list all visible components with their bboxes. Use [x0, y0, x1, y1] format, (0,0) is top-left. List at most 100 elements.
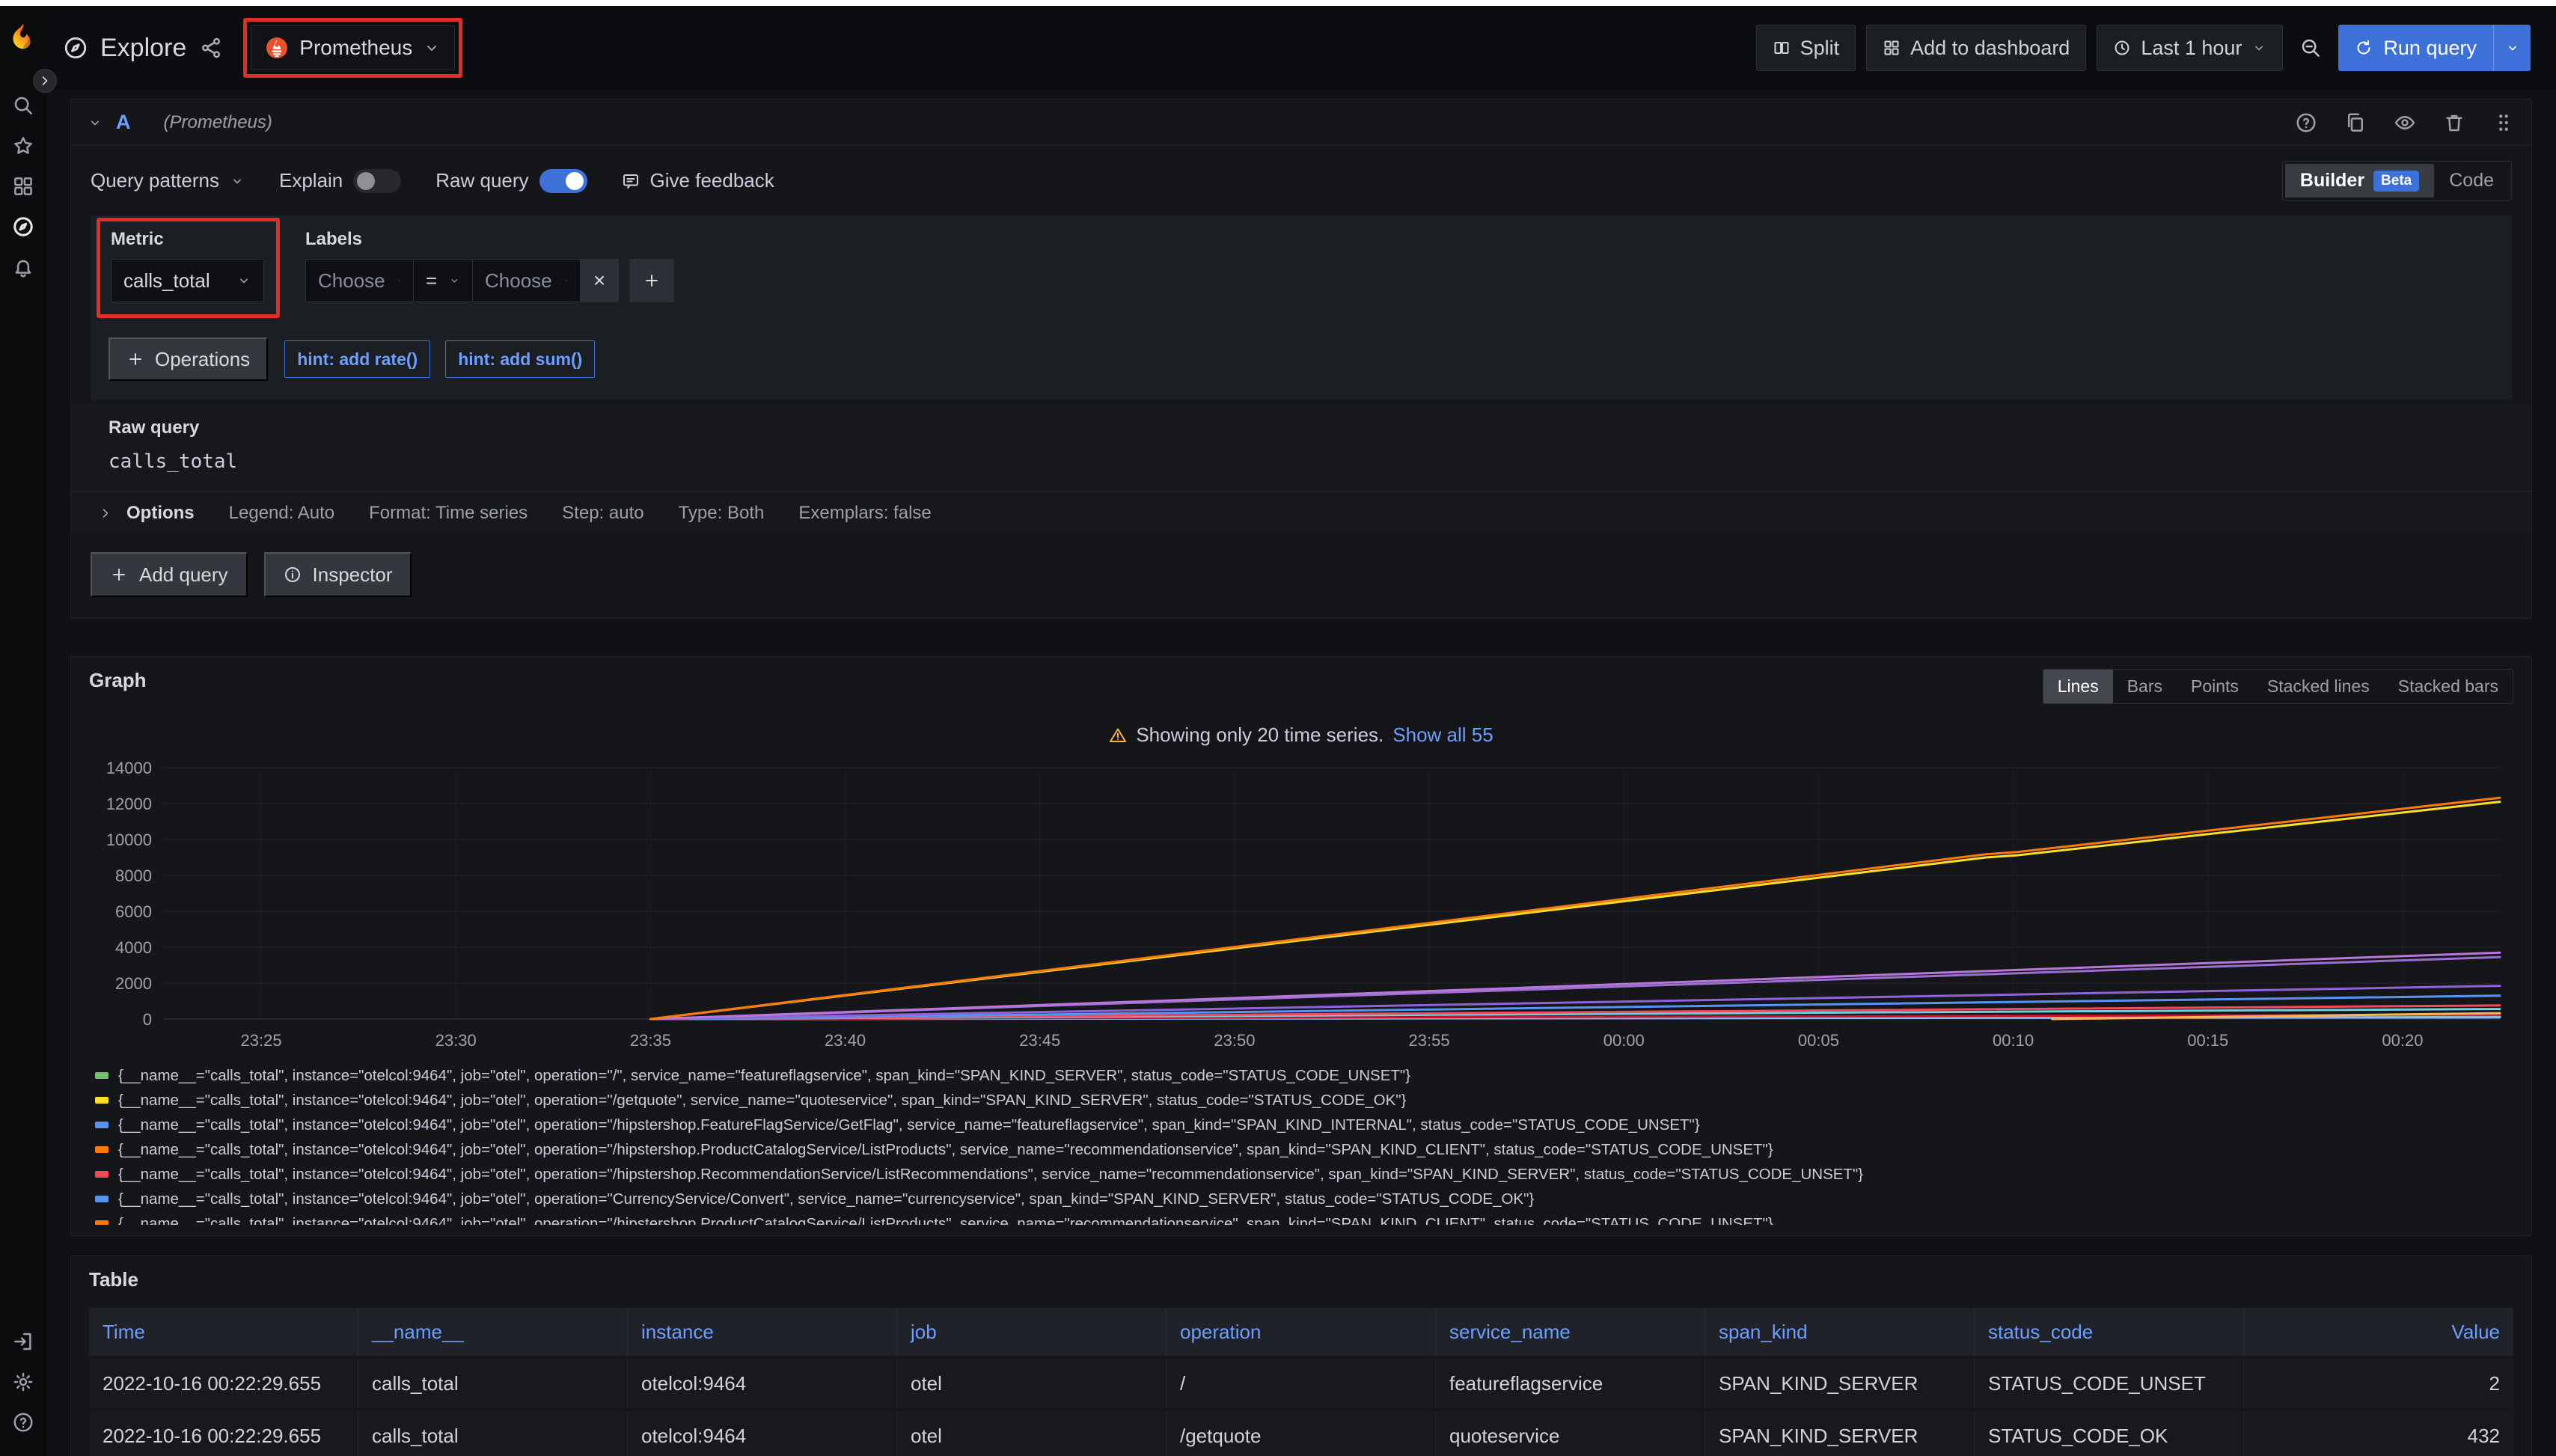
table-panel-title: Table	[89, 1268, 138, 1291]
dashboards-icon[interactable]	[0, 166, 46, 207]
label-value-select[interactable]: Choose	[472, 259, 581, 302]
column-header-operation[interactable]: operation	[1167, 1308, 1436, 1356]
option-summary-item: Format: Time series	[369, 502, 528, 523]
settings-gear-icon[interactable]	[0, 1362, 46, 1402]
time-series-chart[interactable]: 0 2000 4000 6000 8000 10000 12000 14000 23:25 23:…	[89, 757, 2513, 1060]
table-row[interactable]: 2022-10-16 00:22:29.655 calls_total otelco…	[89, 1359, 2513, 1408]
graph-mode-lines[interactable]: Lines	[2043, 670, 2113, 703]
close-icon: ×	[593, 269, 606, 292]
column-header-spankind[interactable]: span_kind	[1705, 1308, 1975, 1356]
column-header-servicename[interactable]: service_name	[1436, 1308, 1705, 1356]
run-query-button[interactable]: Run query	[2338, 25, 2531, 71]
svg-text:8000: 8000	[115, 866, 152, 885]
datasource-picker[interactable]: Prometheus	[251, 25, 456, 70]
query-editor-card: A (Prometheus) Query patterns	[70, 99, 2532, 619]
share-icon[interactable]	[200, 37, 222, 59]
remove-query-trash-icon[interactable]	[2443, 111, 2465, 134]
svg-text:23:50: 23:50	[1214, 1031, 1255, 1050]
metric-label: Metric	[111, 229, 164, 249]
column-header-name[interactable]: __name__	[358, 1308, 628, 1356]
table-cell: SPAN_KIND_SERVER	[1705, 1411, 1975, 1456]
alerting-bell-icon[interactable]	[0, 247, 46, 287]
label-name-select[interactable]: Choose	[305, 259, 414, 302]
add-to-dashboard-button[interactable]: Add to dashboard	[1866, 25, 2087, 71]
graph-style-switcher: Lines Bars Points Stacked lines Stacked bars	[2042, 669, 2513, 704]
graph-mode-bars[interactable]: Bars	[2127, 676, 2162, 696]
query-ref-id: A	[116, 111, 131, 133]
legend-item[interactable]: {__name__="calls_total", instance="otelc…	[95, 1137, 2513, 1162]
table-cell: featureflagservice	[1436, 1359, 1705, 1408]
code-mode-tab[interactable]: Code	[2449, 170, 2494, 191]
table-row[interactable]: 2022-10-16 00:22:29.655 calls_total otelco…	[89, 1411, 2513, 1456]
label-operator-select[interactable]: =	[413, 259, 473, 302]
query-row-header[interactable]: A (Prometheus)	[71, 100, 2531, 146]
legend-item-clipped[interactable]: {__name__="calls_total", instance="otelc…	[95, 1211, 2513, 1225]
legend-series-label: {__name__="calls_total", instance="otelc…	[118, 1066, 1411, 1084]
column-header-instance[interactable]: instance	[628, 1308, 897, 1356]
help-icon[interactable]	[0, 1402, 46, 1443]
table-cell: calls_total	[358, 1359, 628, 1408]
legend-series-label: {__name__="calls_total", instance="otelc…	[118, 1116, 1700, 1134]
svg-text:14000: 14000	[106, 759, 152, 777]
search-icon[interactable]	[0, 85, 46, 126]
split-button[interactable]: Split	[1755, 25, 1856, 71]
graph-mode-stacked-lines[interactable]: Stacked lines	[2266, 676, 2370, 696]
graph-mode-points[interactable]: Points	[2191, 676, 2239, 696]
info-circle-icon	[284, 567, 300, 582]
svg-text:23:30: 23:30	[435, 1031, 477, 1050]
browser-edge	[0, 0, 2556, 6]
legend-item[interactable]: {__name__="calls_total", instance="otelc…	[95, 1187, 2513, 1211]
starred-icon[interactable]	[0, 126, 46, 166]
table-cell: 2022-10-16 00:22:29.655	[89, 1411, 358, 1456]
plus-icon	[113, 569, 125, 581]
query-hint-button[interactable]: hint: add sum()	[445, 340, 596, 378]
show-all-series-link[interactable]: Show all 55	[1392, 724, 1493, 746]
explore-title: Explore	[63, 34, 186, 63]
svg-text:2000: 2000	[115, 974, 152, 993]
run-query-options-caret[interactable]	[2493, 25, 2531, 71]
legend-item[interactable]: {__name__="calls_total", instance="otelc…	[95, 1162, 2513, 1187]
remove-label-filter-button[interactable]: ×	[580, 259, 619, 302]
editor-mode-switcher: Builder Beta Code	[2281, 161, 2512, 201]
add-operations-button[interactable]: Operations	[108, 337, 269, 381]
graph-mode-stacked-bars[interactable]: Stacked bars	[2397, 676, 2498, 696]
legend-series-label: {__name__="calls_total", instance="otelc…	[118, 1091, 1407, 1109]
option-summary-item: Legend: Auto	[228, 502, 335, 523]
inspector-button[interactable]: Inspector	[263, 552, 412, 597]
zoom-out-button[interactable]	[2293, 25, 2328, 71]
sign-in-icon[interactable]	[0, 1321, 46, 1362]
duplicate-query-icon[interactable]	[2344, 111, 2367, 134]
explain-toggle[interactable]	[353, 168, 402, 193]
sidebar-expand-button[interactable]	[33, 69, 57, 93]
builder-mode-tab[interactable]: Builder Beta	[2284, 164, 2435, 198]
svg-text:23:45: 23:45	[1019, 1031, 1060, 1050]
column-header-job[interactable]: job	[897, 1308, 1167, 1356]
legend-series-swatch	[95, 1220, 108, 1225]
legend-item[interactable]: {__name__="calls_total", instance="otelc…	[95, 1063, 2513, 1088]
column-header-statuscode[interactable]: status_code	[1975, 1308, 2244, 1356]
legend-item[interactable]: {__name__="calls_total", instance="otelc…	[95, 1088, 2513, 1113]
raw-query-toggle[interactable]	[539, 168, 587, 193]
column-header-time[interactable]: Time	[89, 1308, 358, 1356]
chevron-down-icon	[2255, 46, 2263, 51]
chevron-right-icon	[103, 508, 108, 518]
legend-item[interactable]: {__name__="calls_total", instance="otelc…	[95, 1113, 2513, 1137]
clock-icon	[2115, 40, 2130, 55]
query-hint-button[interactable]: hint: add rate()	[284, 340, 431, 378]
column-header-value[interactable]: Value	[2451, 1321, 2500, 1343]
options-summary: Legend: Auto Format: Time series Step: aut…	[229, 503, 932, 524]
svg-text:23:35: 23:35	[630, 1031, 671, 1050]
query-patterns-dropdown[interactable]: Query patterns	[91, 169, 245, 192]
time-range-picker[interactable]: Last 1 hour	[2097, 25, 2284, 71]
drag-handle-icon[interactable]	[2492, 111, 2515, 134]
options-collapse-toggle[interactable]: Options	[98, 503, 195, 524]
query-help-icon[interactable]	[2295, 111, 2317, 134]
hide-response-eye-icon[interactable]	[2394, 111, 2416, 134]
prometheus-icon	[266, 37, 288, 58]
grafana-logo[interactable]	[0, 15, 46, 60]
add-query-button[interactable]: Add query	[91, 552, 248, 597]
add-label-filter-button[interactable]	[629, 259, 674, 302]
give-feedback-link[interactable]: Give feedback	[622, 169, 774, 192]
explore-nav-icon[interactable]	[0, 207, 46, 247]
metric-select[interactable]: calls_total	[111, 259, 264, 302]
